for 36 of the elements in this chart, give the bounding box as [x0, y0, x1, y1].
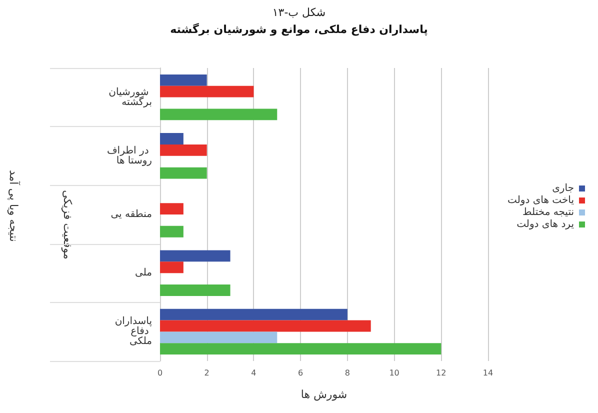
- bar: [160, 226, 184, 238]
- x-tick-label: 0: [157, 368, 163, 378]
- y-tick-label: منطقه یی: [110, 209, 152, 220]
- y-tick-label: ملی: [134, 268, 152, 279]
- legend-label: جاری: [552, 183, 574, 194]
- x-tick-label: 8: [344, 368, 350, 378]
- bar: [160, 250, 230, 262]
- legend-label: یاخت های دولت: [508, 195, 574, 206]
- bar: [160, 203, 184, 214]
- text: نتیجه ویا پی آمد: [7, 170, 21, 242]
- bar: [160, 320, 371, 332]
- bar: [160, 167, 207, 179]
- x-tick-label: 2: [204, 368, 210, 378]
- x-tick-label: 10: [389, 368, 400, 378]
- bar: [160, 133, 184, 144]
- x-tick-label: 4: [251, 368, 256, 378]
- bar: [160, 284, 230, 296]
- y-tick-label: پاسداران دفاع ملکی: [114, 316, 152, 348]
- bar: [160, 86, 254, 98]
- legend-label: نتیجه مختلط: [522, 207, 574, 218]
- x-axis-title: شورش ها: [300, 388, 348, 401]
- bar: [160, 343, 442, 355]
- y-tick-label: در اطراف روستا ها: [106, 145, 152, 166]
- x-tick-label: 12: [436, 368, 446, 378]
- legend-label: یرد های دولت: [516, 219, 574, 230]
- bar: [160, 262, 184, 274]
- bar: [160, 332, 278, 344]
- x-tick-label: 6: [298, 368, 304, 378]
- bar: [160, 144, 207, 156]
- x-tick-label: 14: [482, 368, 494, 378]
- bar: [160, 308, 348, 320]
- y-tick-label: شورشیان برگشته: [108, 86, 152, 108]
- chart-title: شکل ب-۱۳: [272, 6, 326, 19]
- chart-subtitle: پاسداران دفاع ملکی، موانع و شورشیان برگشته: [170, 23, 428, 36]
- bar: [160, 108, 278, 120]
- bar: [160, 74, 207, 86]
